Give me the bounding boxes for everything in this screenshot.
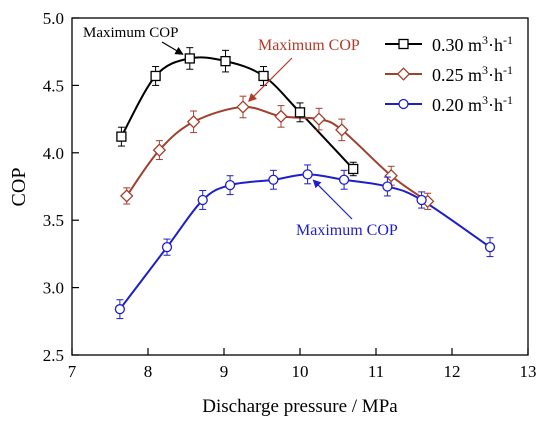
data-point <box>384 168 398 183</box>
data-point <box>382 181 393 192</box>
y-tick-label: 4.0 <box>43 144 64 163</box>
x-tick-label: 10 <box>292 362 309 381</box>
data-point <box>268 174 279 185</box>
data-point <box>236 100 250 114</box>
data-point <box>274 109 288 124</box>
x-tick-label: 11 <box>368 362 384 381</box>
y-tick-label: 3.5 <box>43 211 64 230</box>
legend-label: 0.30 m3·h-1 <box>432 33 513 55</box>
legend-marker <box>398 98 409 110</box>
annotation-text: Maximum COP <box>258 37 360 54</box>
data-point <box>258 70 269 82</box>
x-tick-label: 9 <box>220 362 229 381</box>
series-points <box>114 47 496 320</box>
legend-marker <box>398 38 409 50</box>
x-tick-label: 8 <box>144 362 153 381</box>
data-point <box>114 304 126 315</box>
data-point <box>302 169 313 180</box>
x-axis-ticks: 7 8 9 10 11 12 13 <box>68 348 537 381</box>
data-point <box>120 189 134 203</box>
series-line-2 <box>119 173 491 310</box>
y-tick-label: 4.5 <box>43 76 64 95</box>
x-tick-label: 7 <box>68 362 77 381</box>
legend-item-0: 0.30 m3·h-1 <box>385 33 513 55</box>
data-point <box>416 194 427 206</box>
annotation-maximum-cop-2: Maximum COP <box>296 179 398 239</box>
annotation-text: Maximum COP <box>83 25 178 41</box>
x-tick-label: 12 <box>444 362 461 381</box>
annotation-maximum-cop-0: Maximum COP <box>83 25 184 55</box>
annotation-arrow <box>161 41 184 55</box>
annotation-maximum-cop-1: Maximum COP <box>248 37 360 102</box>
legend-label: 0.20 m3·h-1 <box>432 93 513 115</box>
data-point <box>484 242 496 253</box>
data-point <box>338 174 350 185</box>
data-point <box>186 115 201 129</box>
legend-marker <box>396 67 411 81</box>
data-point <box>161 242 173 253</box>
data-point <box>152 143 167 157</box>
annotation-text: Maximum COP <box>296 222 398 239</box>
legend-item-2: 0.20 m3·h-1 <box>385 93 513 115</box>
data-point <box>348 163 359 175</box>
data-point <box>335 123 349 137</box>
legend-label: 0.25 m3·h-1 <box>432 63 513 85</box>
data-point <box>294 107 306 118</box>
legend-item-1: 0.25 m3·h-1 <box>385 63 513 85</box>
annotations: Maximum COP Maximum COP Maximum COP <box>83 25 398 239</box>
data-point <box>184 53 195 64</box>
y-axis-label: COP <box>8 168 30 207</box>
data-point <box>150 70 161 82</box>
y-axis-ticks: 2.5 3.0 3.5 4.0 4.5 5.0 <box>43 9 79 365</box>
data-point <box>224 180 236 191</box>
annotation-arrow <box>248 57 293 102</box>
y-tick-label: 3.0 <box>43 279 64 298</box>
legend: 0.30 m3·h-1 0.25 m3·h-1 0.20 m3·h-1 <box>385 33 513 115</box>
data-point <box>197 194 208 206</box>
x-tick-label: 13 <box>520 362 537 381</box>
data-point <box>116 131 127 142</box>
data-point <box>220 55 231 67</box>
x-axis-label: Discharge pressure / MPa <box>202 396 398 417</box>
annotation-arrow <box>312 179 353 220</box>
data-point <box>312 112 326 126</box>
y-tick-label: 5.0 <box>43 9 64 28</box>
y-tick-label: 2.5 <box>43 346 64 365</box>
